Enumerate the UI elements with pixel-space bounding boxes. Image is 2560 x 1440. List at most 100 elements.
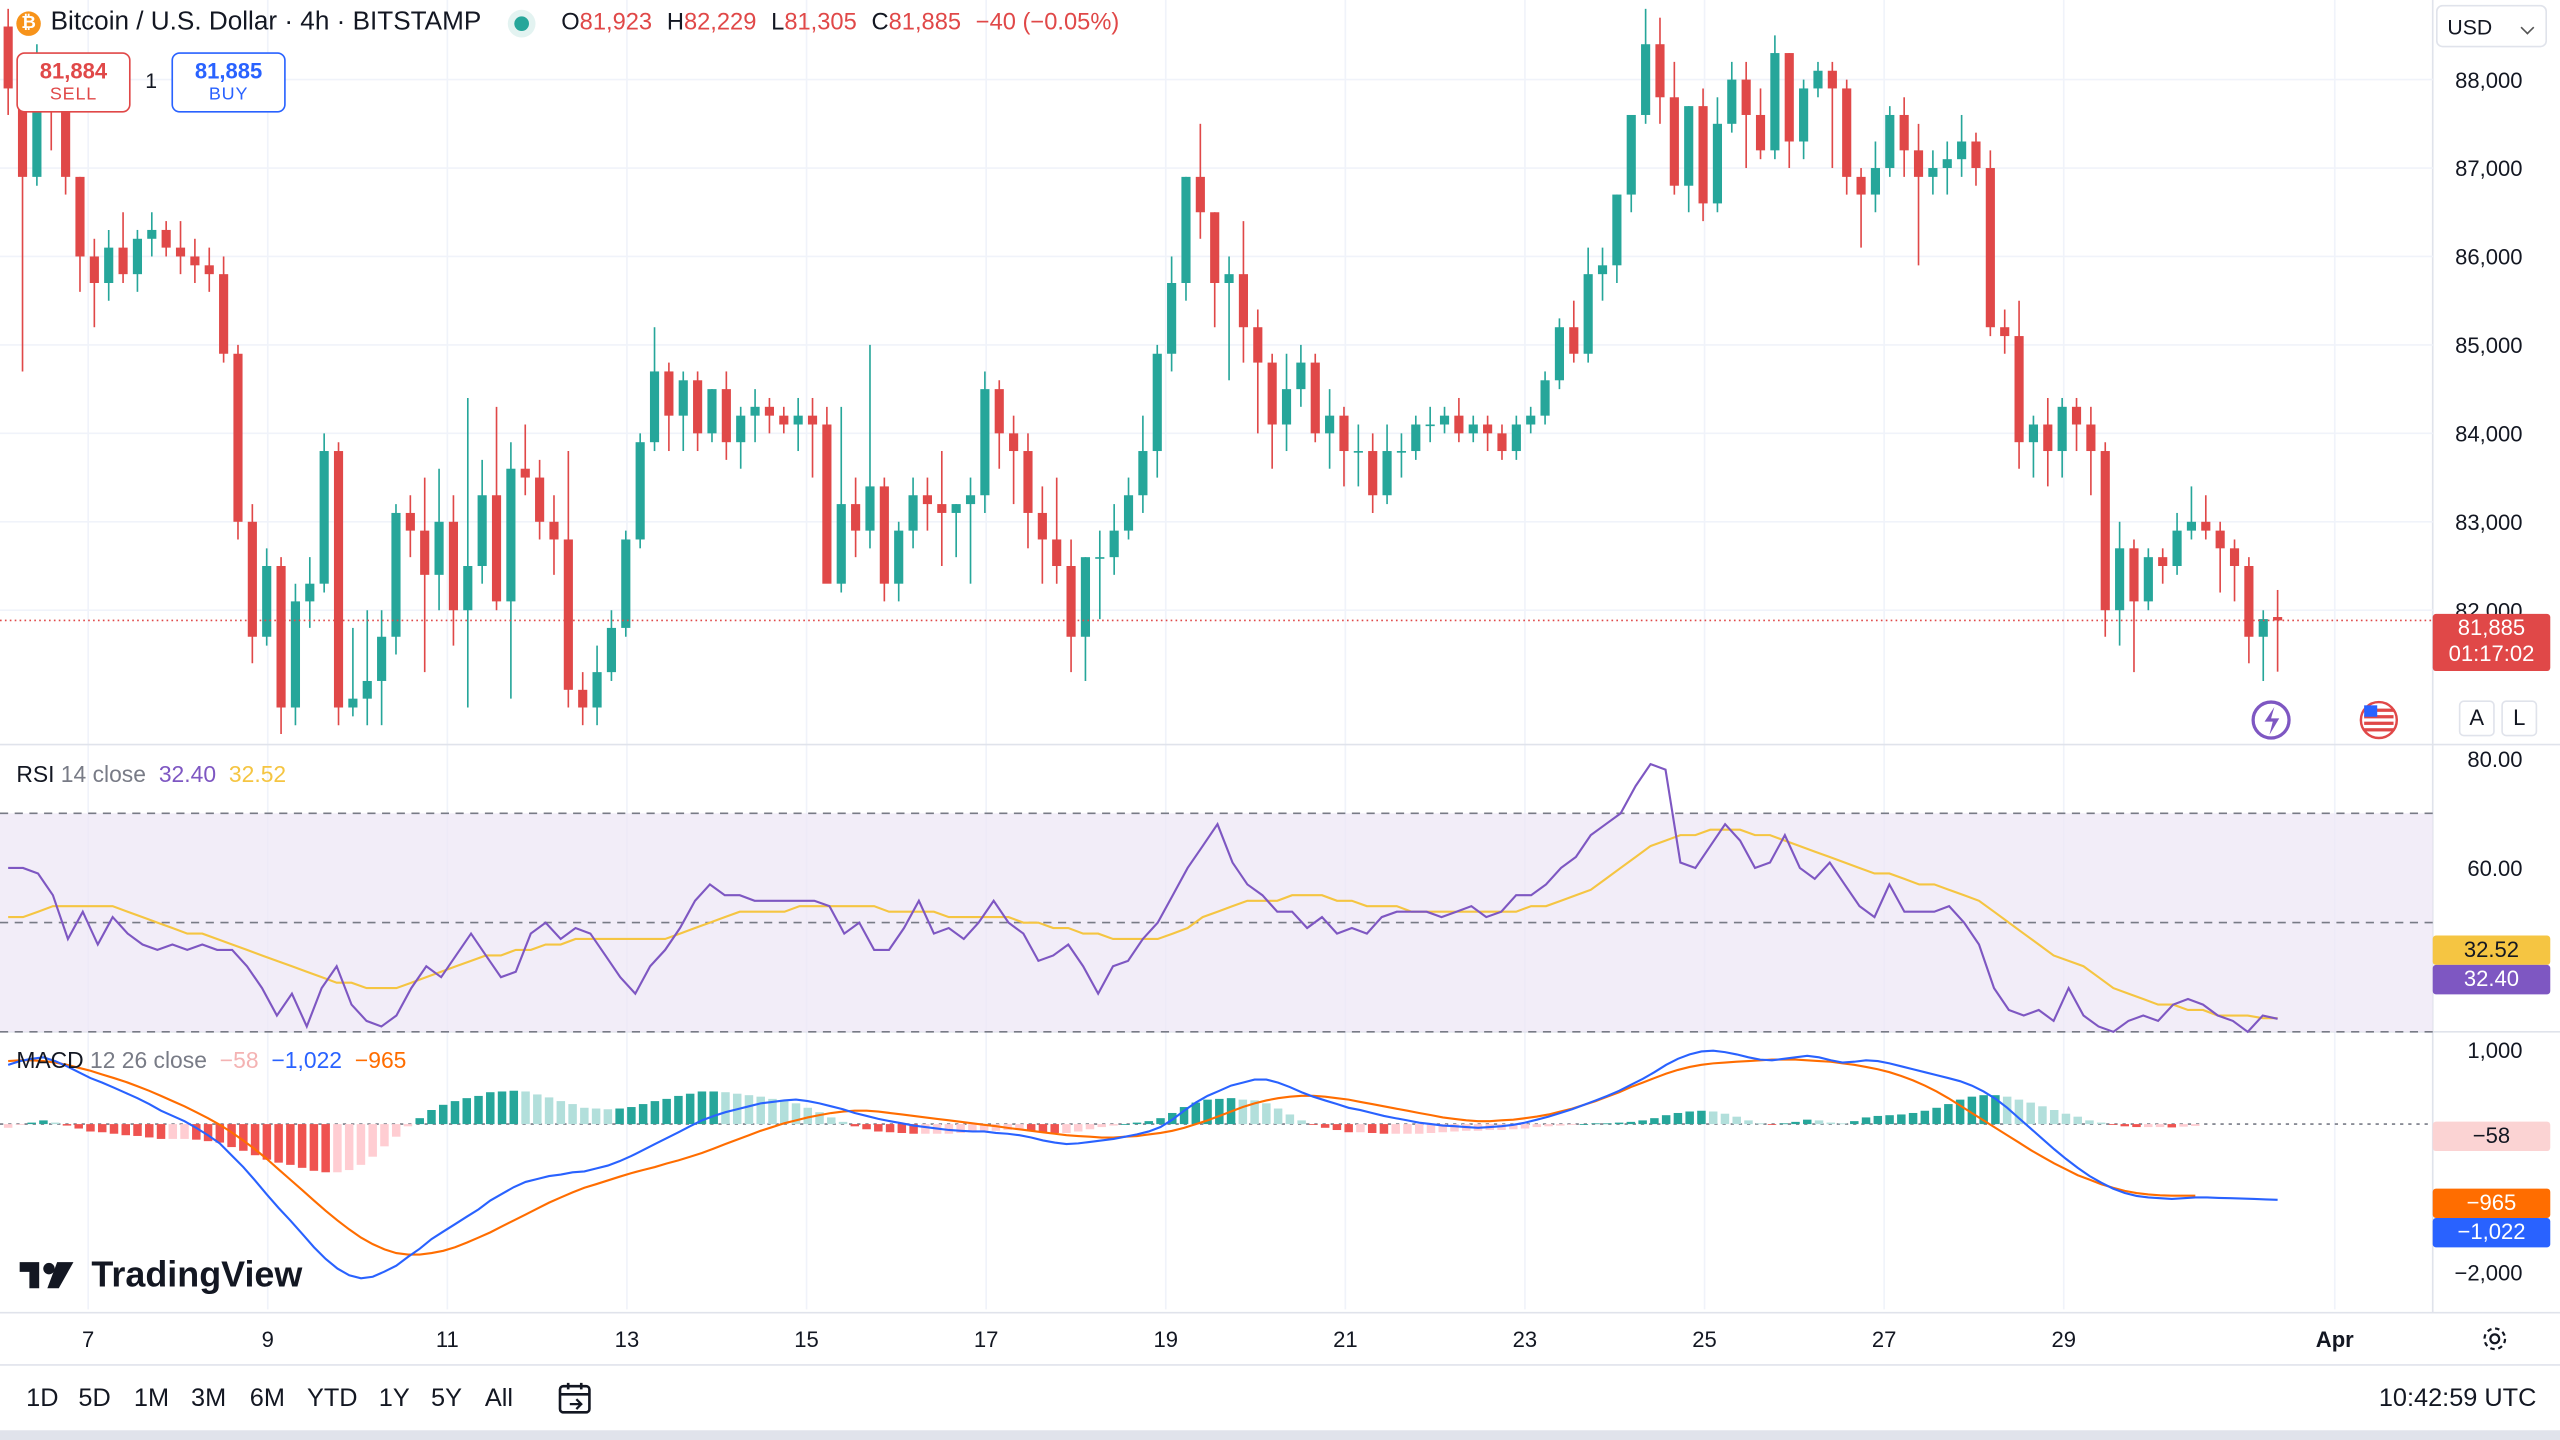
macd-hist-bar (1273, 1108, 1283, 1125)
candle-body (1195, 176, 1205, 213)
macd-hist-bar (1403, 1124, 1412, 1134)
goto-date-icon[interactable] (555, 1380, 594, 1419)
macd-hist-bar (897, 1124, 907, 1133)
range-button-6m[interactable]: 6M (249, 1384, 285, 1413)
macd-legend[interactable]: MACD 12 26 close −58 −1,022 −965 (16, 1047, 406, 1073)
candle-body (1253, 327, 1263, 363)
bar-countdown: 01:17:02 (2448, 641, 2535, 667)
range-button-5y[interactable]: 5Y (431, 1384, 463, 1413)
candle-body (1583, 274, 1593, 354)
macd-hist-bar (2120, 1124, 2129, 1127)
candle (1569, 300, 1579, 363)
x-tick-label: 9 (261, 1327, 274, 1352)
currency-select[interactable]: USD (2435, 4, 2548, 48)
trade-quantity[interactable]: 1 (145, 68, 158, 94)
candle (2115, 521, 2125, 646)
macd-hist-bar (944, 1124, 954, 1134)
macd-hist-bar (1626, 1121, 1636, 1125)
candle (1727, 61, 1737, 133)
candle (305, 557, 315, 628)
macd-hist-bar (991, 1124, 1001, 1131)
macd-hist-bar (850, 1124, 860, 1127)
candle (3, 8, 13, 115)
candles (3, 8, 2283, 735)
symbol-header[interactable]: ₿ Bitcoin / U.S. Dollar · 4h · BITSTAMP … (16, 8, 1127, 37)
macd-hist-bar (603, 1109, 613, 1125)
candle-body (75, 176, 85, 257)
candle (1885, 106, 1895, 177)
candle (1195, 123, 1205, 239)
candle-body (836, 504, 846, 584)
candle-body (1497, 433, 1507, 452)
candle-body (2158, 557, 2168, 567)
macd-hist-bar (486, 1092, 495, 1125)
candle-body (1238, 274, 1249, 328)
range-button-ytd[interactable]: YTD (306, 1384, 358, 1413)
range-button-1y[interactable]: 1Y (378, 1384, 410, 1413)
candle (1138, 415, 1148, 513)
symbol-title[interactable]: Bitcoin / U.S. Dollar · 4h · BITSTAMP (50, 8, 482, 36)
range-button-all[interactable]: All (484, 1384, 514, 1413)
candle-body (2186, 521, 2197, 531)
macd-signal-value: −965 (354, 1046, 407, 1073)
macd-hist-bar (1567, 1124, 1577, 1125)
log-scale-button[interactable]: L (2501, 700, 2538, 737)
candle-body (2273, 617, 2283, 621)
auto-scale-button[interactable]: A (2458, 700, 2495, 737)
candle-body (118, 247, 128, 275)
buy-button[interactable]: 81,885 BUY (171, 52, 286, 113)
candle (1957, 114, 1967, 177)
lightning-icon[interactable] (2251, 700, 2291, 740)
macd-hist-bar (1591, 1123, 1600, 1125)
macd-hist-bar (1367, 1124, 1377, 1133)
range-button-3m[interactable]: 3M (191, 1384, 227, 1413)
macd-hist-bar (1897, 1114, 1906, 1125)
macd-hist-bar (921, 1124, 930, 1134)
candle (1799, 79, 1809, 160)
macd-hist-bar (3, 1124, 13, 1128)
candle (147, 212, 157, 257)
gear-icon[interactable] (2480, 1324, 2509, 1353)
macd-hist-bar (74, 1124, 83, 1129)
candle (1741, 61, 1751, 169)
macd-hist-bar (544, 1097, 554, 1125)
macd-hist-bar (39, 1120, 48, 1125)
candle (621, 530, 631, 637)
macd-hist-bar (1391, 1124, 1400, 1134)
candle-body (1842, 88, 1852, 177)
economic-events-icon[interactable] (2359, 700, 2399, 740)
candle (276, 557, 286, 735)
candle-body (2014, 336, 2024, 443)
macd-hist-bar (1661, 1115, 1671, 1125)
macd-hist-bar (650, 1101, 660, 1125)
macd-hist-bar (1050, 1124, 1059, 1133)
rsi-legend[interactable]: RSI 14 close 32.40 32.52 (16, 761, 286, 787)
range-button-5d[interactable]: 5D (78, 1384, 111, 1413)
candle-body (1813, 70, 1823, 89)
candle (1684, 106, 1694, 213)
macd-hist-bar (1685, 1111, 1694, 1125)
macd-hist-bar (1073, 1124, 1083, 1132)
tradingview-logo[interactable]: TradingView (19, 1254, 302, 1296)
candle (377, 610, 387, 726)
macd-hist-bar (1250, 1100, 1259, 1125)
candle-body (1066, 566, 1076, 637)
candle-body (1009, 433, 1019, 452)
candle-body (2229, 548, 2240, 567)
macd-hist-value: −58 (219, 1046, 259, 1073)
range-button-1d[interactable]: 1D (26, 1384, 59, 1413)
candle-body (1942, 159, 1952, 169)
market-status-icon[interactable] (513, 15, 529, 31)
macd-value: −1,022 (271, 1046, 343, 1073)
candle (2057, 397, 2067, 478)
sell-button[interactable]: 81,884 SELL (16, 52, 131, 113)
x-tick-label: 15 (794, 1327, 819, 1352)
clock[interactable]: 10:42:59 UTC (2378, 1384, 2537, 1413)
candle-body (678, 380, 688, 416)
range-button-1m[interactable]: 1M (133, 1384, 170, 1413)
candle-body (1310, 362, 1320, 434)
candle-body (1626, 114, 1636, 195)
macd-hist-bar (380, 1124, 389, 1147)
macd-hist-bar (1579, 1124, 1589, 1125)
